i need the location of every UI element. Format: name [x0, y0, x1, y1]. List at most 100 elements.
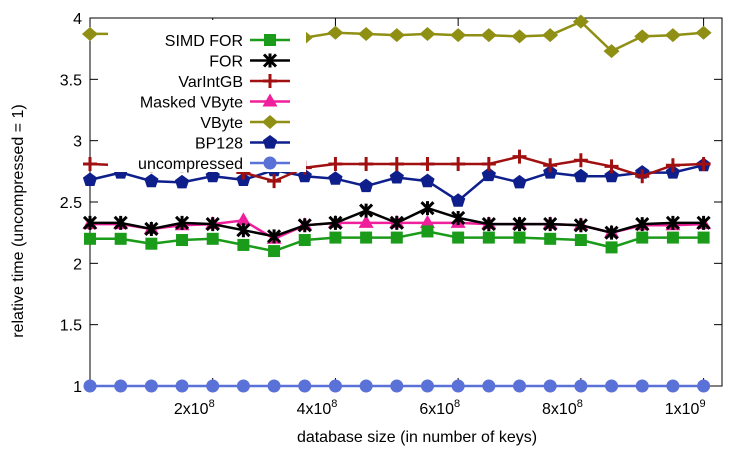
legend-item: uncompressed [138, 156, 290, 173]
data-point [452, 231, 465, 244]
series-for [82, 201, 711, 244]
data-point [144, 221, 159, 237]
data-point [481, 217, 496, 232]
data-point [359, 379, 373, 393]
data-point [389, 156, 404, 171]
data-point [574, 234, 587, 247]
data-point [450, 28, 467, 43]
series-uncompressed [83, 379, 711, 393]
data-point [297, 168, 312, 183]
data-point [451, 379, 465, 393]
data-point [298, 379, 312, 393]
x-tick-exponent: 9 [699, 398, 705, 410]
legend-label: FOR [209, 54, 243, 71]
data-point [358, 26, 375, 41]
data-point [512, 149, 527, 164]
x-tick-label: 8x108 [542, 398, 583, 418]
x-tick-label: 1x109 [665, 398, 706, 418]
data-point [635, 169, 650, 184]
data-point [145, 237, 158, 250]
data-point [480, 28, 497, 43]
data-point [573, 153, 588, 168]
data-point [513, 379, 527, 393]
x-tick-exponent: 8 [454, 398, 460, 410]
data-point [666, 231, 679, 244]
data-point [114, 232, 127, 245]
data-point [235, 212, 251, 226]
data-point [327, 25, 344, 40]
data-point [206, 379, 220, 393]
data-point [543, 379, 557, 393]
data-point [328, 215, 343, 230]
data-point [236, 379, 250, 393]
x-tick-exponent: 8 [331, 398, 337, 410]
legend: SIMD FOR FOR VarIntGB Masked VByte VByte BP12… [108, 20, 306, 173]
data-point [206, 232, 219, 245]
x-tick-label: 2x108 [174, 398, 215, 418]
data-point [328, 379, 342, 393]
y-axis: 1 1.5 2 2.5 3 3.5 4 [60, 11, 722, 396]
legend-label: SIMD FOR [165, 33, 243, 50]
legend-marker [264, 34, 276, 46]
data-point [419, 26, 436, 41]
data-point [482, 379, 496, 393]
data-point [420, 201, 435, 216]
data-point [635, 379, 649, 393]
data-point [205, 217, 220, 232]
y-tick-label: 1 [73, 379, 82, 396]
legend-label: Masked VByte [140, 95, 243, 112]
data-point [176, 234, 189, 247]
data-point [82, 172, 98, 186]
legend-item: SIMD FOR [165, 33, 290, 50]
data-point [543, 217, 558, 232]
y-tick-label: 2.5 [60, 195, 82, 212]
legend-marker [262, 53, 278, 68]
data-point [328, 171, 343, 185]
series-simd-for [84, 225, 710, 258]
data-point [481, 156, 496, 171]
data-point [695, 25, 712, 40]
data-point [451, 193, 466, 207]
data-point [451, 210, 466, 226]
data-point [420, 379, 434, 393]
data-point [390, 231, 403, 244]
data-point [114, 379, 128, 393]
legend-marker [262, 115, 278, 129]
data-point [113, 215, 128, 230]
data-point [84, 232, 96, 245]
data-point [634, 29, 651, 44]
legend-marker [263, 156, 277, 170]
data-point [605, 379, 619, 393]
data-point [144, 173, 159, 188]
data-point [420, 173, 435, 188]
data-point [328, 156, 343, 171]
data-point [482, 231, 495, 244]
legend-item: VByte [200, 115, 290, 132]
legend-label: VByte [200, 115, 243, 132]
x-tick-mantissa: 1x10 [665, 401, 700, 418]
data-point [83, 156, 97, 171]
data-point [666, 379, 680, 393]
data-point [574, 379, 588, 393]
data-point [542, 28, 559, 43]
x-tick-mantissa: 4x10 [297, 401, 332, 418]
legend-item: FOR [209, 53, 290, 71]
data-point [83, 379, 97, 393]
data-point [267, 174, 282, 189]
data-point [605, 241, 618, 254]
data-point [268, 245, 281, 258]
legend-item: Masked VByte [140, 93, 290, 112]
data-point [665, 158, 680, 173]
x-axis: 2x108 4x108 6x108 8x108 1x109 [174, 18, 706, 418]
data-point [665, 215, 680, 230]
data-point [297, 218, 312, 233]
y-tick-label: 3 [73, 134, 82, 151]
data-point [420, 156, 435, 171]
data-point [696, 215, 711, 230]
data-point [451, 156, 466, 171]
data-point [572, 14, 589, 29]
x-tick-mantissa: 6x10 [419, 401, 454, 418]
data-point [544, 232, 557, 245]
legend-item: VarIntGB [178, 74, 290, 91]
